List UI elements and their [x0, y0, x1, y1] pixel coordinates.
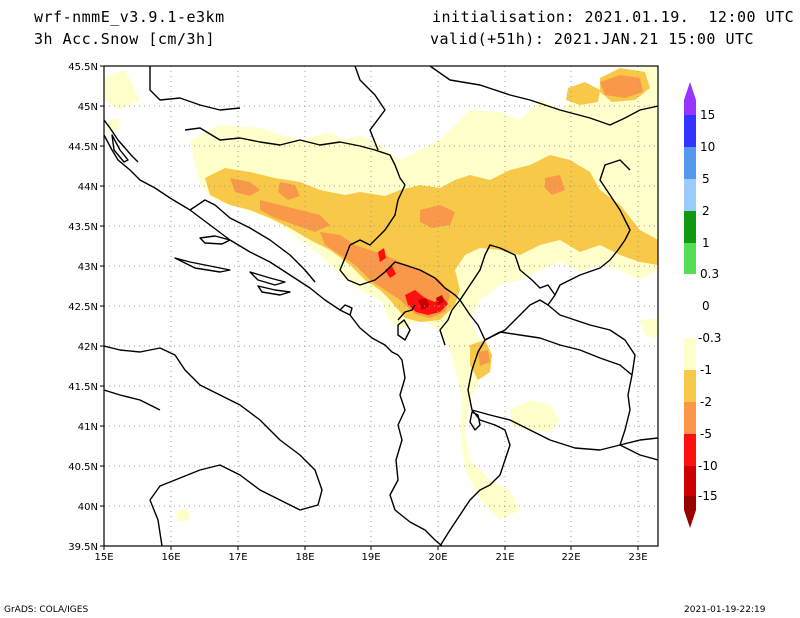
- border-bosnia-serbia: [349, 184, 406, 246]
- coastlines-borders: [104, 66, 658, 546]
- grads-credit: GrADS: COLA/IGES: [4, 605, 89, 615]
- bay-of-kotor: [339, 304, 353, 316]
- colorbar-label: 15: [700, 108, 715, 122]
- initialisation-time: initialisation: 2021.01.19. 12:00 UTC: [432, 8, 794, 26]
- island-brac: [199, 235, 231, 245]
- lat-label: 41N: [78, 422, 98, 433]
- snow-area-heavy: [230, 75, 643, 366]
- colorbar-segment: [684, 338, 696, 370]
- colorbar-segment: [684, 402, 696, 434]
- model-title: wrf-nmmE_v3.9.1-e3km: [34, 8, 225, 26]
- valid-time: valid(+51h): 2021.JAN.21 15:00 UTC: [430, 30, 754, 48]
- colorbar-label: -15: [698, 489, 718, 503]
- border-bosnia-croatia-south: [189, 199, 316, 283]
- island-hvar: [174, 257, 231, 273]
- colorbar-segment: [684, 434, 696, 466]
- border-greece-north: [471, 409, 621, 451]
- lake-ohrid: [469, 411, 481, 431]
- colorbar-segment: [684, 211, 696, 243]
- lat-label: 43N: [78, 262, 98, 273]
- colorbar-label: 1: [702, 236, 710, 250]
- colorbar-segment: [684, 370, 696, 402]
- lat-label: 42.5N: [68, 302, 98, 313]
- snow-area-light: [104, 66, 658, 522]
- colorbar-label: -10: [698, 459, 718, 473]
- island-korcula: [249, 271, 286, 286]
- lat-label: 42N: [78, 342, 98, 353]
- lat-label: 43.5N: [68, 222, 98, 233]
- snowfall-field: [104, 66, 658, 522]
- map-tick-marks: [100, 65, 639, 550]
- border-hungary: [149, 66, 241, 111]
- colorbar-segment: [684, 115, 696, 147]
- lon-label: 16E: [161, 552, 180, 563]
- lon-label: 21E: [495, 552, 514, 563]
- graticule: [104, 66, 658, 546]
- colorbar-label: -1: [700, 363, 712, 377]
- lat-label: 41.5N: [68, 382, 98, 393]
- render-timestamp: 2021-01-19-22:19: [684, 605, 766, 615]
- lat-label: 44N: [78, 182, 98, 193]
- border-montenegro: [339, 244, 461, 346]
- valid-value: 2021.JAN.21 15:00 UTC: [553, 30, 755, 48]
- lon-label: 20E: [428, 552, 447, 563]
- colorbar-top-arrow: [684, 82, 696, 115]
- island-mljet: [257, 285, 291, 296]
- colorbar-segment: [684, 274, 696, 338]
- colorbar-segment: [684, 243, 696, 274]
- lon-label: 23E: [628, 552, 647, 563]
- colorbar-segment: [684, 466, 696, 496]
- colorbar-label: 0: [702, 299, 710, 313]
- border-bosnia-croatia-north: [184, 127, 406, 186]
- lon-labels: 15E 16E 17E 18E 19E 20E 21E 22E 23E: [94, 552, 647, 563]
- lat-label: 45.5N: [68, 62, 98, 73]
- lon-label: 19E: [361, 552, 380, 563]
- colorbar-bottom-arrow: [684, 496, 696, 528]
- valid-label: valid(+51h):: [430, 30, 545, 48]
- colorbar-segment: [684, 147, 696, 179]
- lat-labels: 45.5N 45N 44.5N 44N 43.5N 43N 42.5N 42N …: [68, 62, 98, 553]
- italy-coastline: [104, 345, 323, 546]
- border-montenegro-albania: [397, 304, 416, 321]
- border-bulgaria-macedonia: [547, 304, 658, 461]
- italy-inner-coast: [104, 389, 161, 411]
- colorbar-label: -0.3: [698, 331, 721, 345]
- field-title: 3h Acc.Snow [cm/3h]: [34, 30, 216, 48]
- lat-label: 40N: [78, 502, 98, 513]
- border-serbia-kosovo: [459, 244, 556, 341]
- adriatic-coastline: [104, 134, 443, 546]
- colorbar-label: 5: [702, 172, 710, 186]
- colorbar: 15 10 5 2 1 0.3 0 -0.3 -1 -2 -5 -10 -15: [684, 82, 721, 528]
- lat-label: 39.5N: [68, 542, 98, 553]
- initialisation-label: initialisation:: [432, 8, 575, 26]
- border-serbia-romania: [429, 66, 658, 126]
- colorbar-segment: [684, 179, 696, 211]
- lat-label: 45N: [78, 102, 98, 113]
- lat-label: 40.5N: [68, 462, 98, 473]
- border-kosovo-albania: [439, 299, 511, 546]
- colorbar-label: 0.3: [700, 267, 719, 281]
- colorbar-label: 2: [702, 204, 710, 218]
- lon-label: 22E: [561, 552, 580, 563]
- border-macedonia-greece: [484, 331, 633, 376]
- island-cres: [111, 134, 129, 163]
- initialisation-value: 2021.01.19. 12:00 UTC: [584, 8, 795, 26]
- lon-label: 17E: [228, 552, 247, 563]
- lon-label: 15E: [94, 552, 113, 563]
- colorbar-label: -5: [700, 427, 712, 441]
- snow-area-intense: [378, 248, 448, 315]
- border-bulgaria-greece: [619, 437, 658, 446]
- border-serbia-east: [554, 159, 631, 296]
- colorbar-labels: 15 10 5 2 1 0.3 0 -0.3 -1 -2 -5 -10 -15: [698, 108, 721, 503]
- colorbar-label: 10: [700, 140, 715, 154]
- colorbar-label: -2: [700, 395, 712, 409]
- lake-scutari: [397, 319, 411, 341]
- lon-label: 18E: [295, 552, 314, 563]
- border-serbia-north: [354, 66, 386, 151]
- istria-coast: [104, 119, 139, 163]
- lat-label: 44.5N: [68, 142, 98, 153]
